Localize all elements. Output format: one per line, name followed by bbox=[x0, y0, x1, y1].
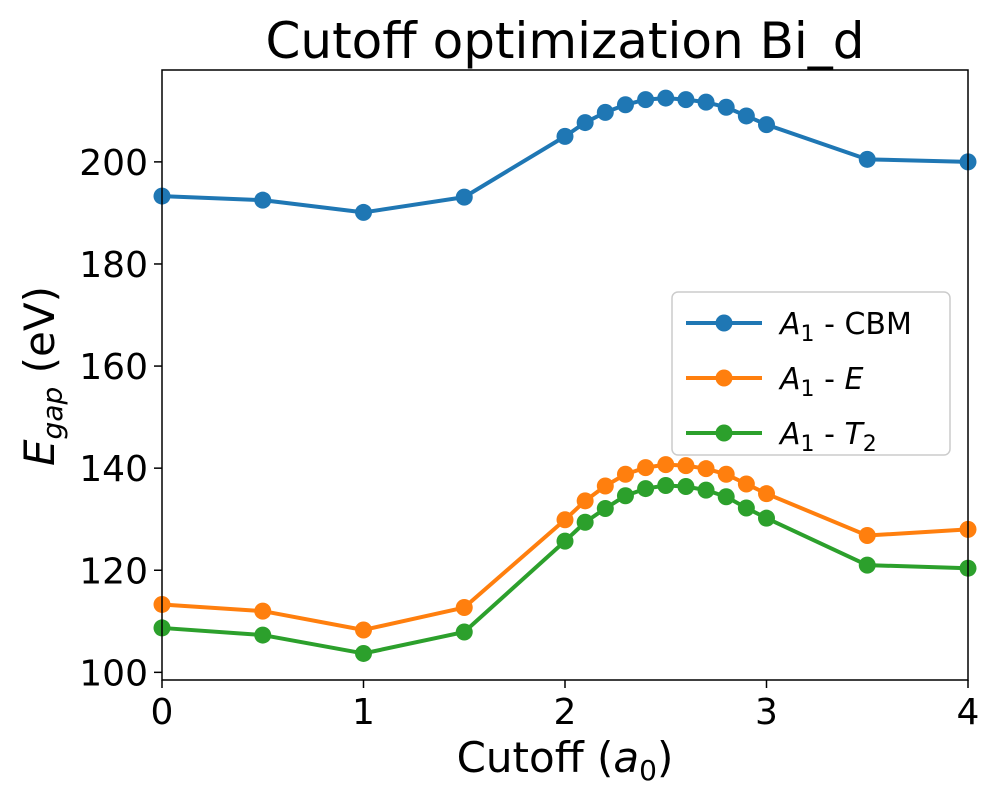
legend-entry: A1 - E bbox=[686, 362, 863, 402]
data-point bbox=[697, 460, 715, 478]
legend-label: A1 - T2 bbox=[778, 417, 877, 457]
data-point bbox=[455, 599, 473, 617]
data-point bbox=[758, 485, 775, 503]
x-axis-label: Cutoff (a0) bbox=[457, 733, 674, 787]
y-axis: 100 120 140 160 180 200 bbox=[79, 143, 162, 694]
x-tick-label: 3 bbox=[755, 692, 778, 733]
data-point bbox=[576, 492, 594, 510]
legend-frame bbox=[671, 291, 951, 456]
data-point bbox=[556, 511, 574, 529]
data-point bbox=[254, 602, 272, 620]
data-point bbox=[596, 499, 614, 517]
legend-entry: A1 - CBM bbox=[686, 307, 912, 347]
data-point bbox=[697, 481, 715, 499]
data-point bbox=[758, 509, 775, 527]
data-point bbox=[737, 499, 755, 517]
data-point bbox=[737, 107, 755, 125]
legend-label: A1 - CBM bbox=[778, 307, 912, 347]
legend-entry: A1 - T2 bbox=[686, 417, 877, 457]
data-point bbox=[616, 96, 634, 114]
x-axis: 0 1 2 3 4 bbox=[151, 680, 980, 733]
data-point bbox=[455, 188, 473, 206]
legend-items: A1 - CBM A1 - E A1 - T2 bbox=[686, 307, 912, 457]
data-point bbox=[717, 98, 735, 116]
y-tick-label: 100 bbox=[79, 653, 148, 694]
y-tick-label: 180 bbox=[79, 245, 148, 286]
x-tick-label: 1 bbox=[352, 692, 375, 733]
series-0 bbox=[153, 89, 977, 221]
x-tick-label: 2 bbox=[554, 692, 577, 733]
data-point bbox=[576, 513, 594, 531]
data-point bbox=[596, 477, 614, 495]
data-point bbox=[697, 93, 715, 111]
x-tick-label: 4 bbox=[957, 692, 980, 733]
data-point bbox=[677, 457, 695, 475]
data-point bbox=[616, 487, 634, 505]
y-tick-label: 200 bbox=[79, 143, 148, 184]
data-point bbox=[556, 532, 574, 550]
y-tick-label: 140 bbox=[79, 449, 148, 490]
data-point bbox=[717, 488, 735, 506]
y-axis-label: Egap (eV) bbox=[15, 286, 69, 466]
series-2 bbox=[153, 477, 977, 662]
chart-title: Cutoff optimization Bi_d bbox=[265, 12, 864, 70]
data-point bbox=[858, 527, 876, 545]
data-point bbox=[677, 91, 695, 109]
y-tick-label: 160 bbox=[79, 347, 148, 388]
data-point bbox=[858, 150, 876, 168]
data-point bbox=[637, 480, 655, 498]
data-point bbox=[596, 103, 614, 121]
data-point bbox=[254, 191, 272, 209]
data-point bbox=[717, 465, 735, 483]
data-point bbox=[556, 127, 574, 145]
data-point bbox=[657, 456, 675, 474]
data-point bbox=[355, 203, 372, 221]
data-point bbox=[637, 459, 655, 477]
data-point bbox=[657, 477, 675, 495]
data-point bbox=[455, 623, 473, 641]
y-tick-label: 120 bbox=[79, 551, 148, 592]
data-point bbox=[355, 621, 372, 639]
legend: A1 - CBM A1 - E A1 - T2 bbox=[671, 291, 951, 457]
legend-swatch-marker bbox=[715, 424, 733, 442]
data-point bbox=[657, 89, 675, 107]
legend-swatch-marker bbox=[715, 369, 733, 387]
legend-label: A1 - E bbox=[778, 362, 863, 402]
data-point bbox=[616, 465, 634, 483]
x-tick-label: 0 bbox=[151, 692, 174, 733]
legend-swatch-marker bbox=[715, 314, 733, 332]
data-point bbox=[737, 475, 755, 493]
data-point bbox=[858, 556, 876, 574]
data-point bbox=[254, 626, 272, 644]
data-point bbox=[637, 91, 655, 109]
data-point bbox=[677, 478, 695, 496]
data-point bbox=[576, 114, 594, 132]
data-point bbox=[758, 116, 775, 134]
data-point bbox=[355, 644, 372, 662]
